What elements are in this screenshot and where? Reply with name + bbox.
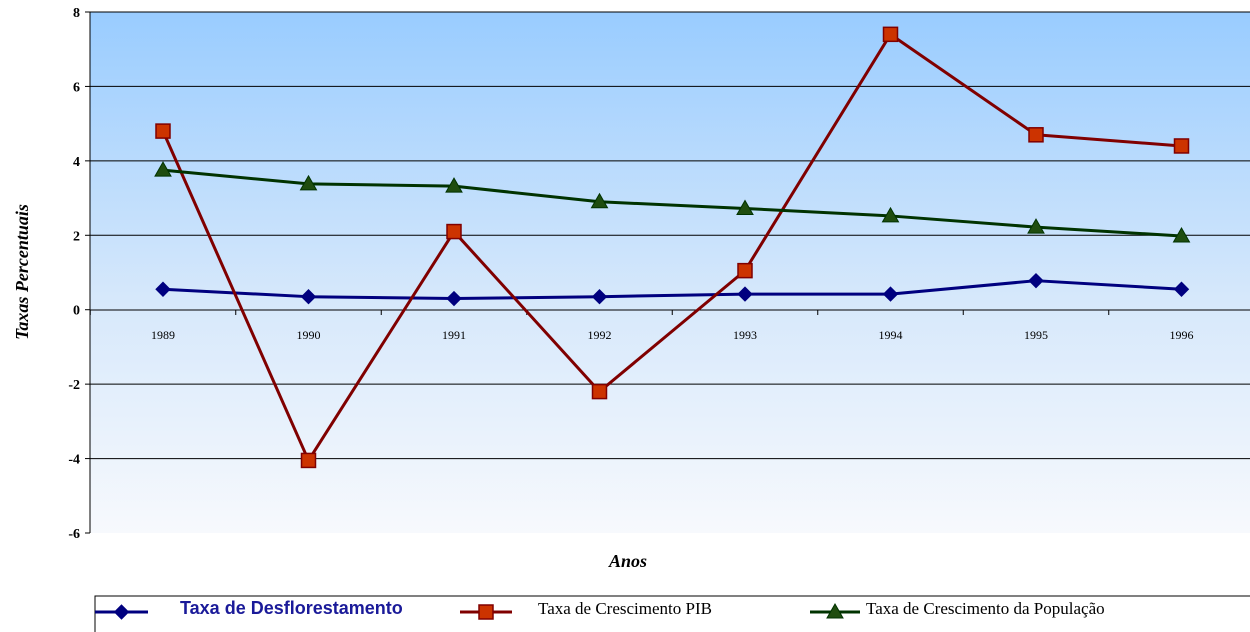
x-tick-label: 1993 bbox=[733, 328, 757, 342]
series-2-point bbox=[1173, 138, 1190, 154]
series-1-point bbox=[446, 290, 462, 307]
series-1-point bbox=[300, 288, 317, 305]
series-2-point bbox=[155, 123, 171, 139]
legend-marker-1 bbox=[113, 604, 130, 620]
x-tick-label: 1989 bbox=[151, 328, 175, 342]
series-3-point bbox=[736, 199, 754, 215]
x-axis-ticks: 1989 1990 1991 1992 1993 1994 1995 1996 bbox=[89, 310, 1194, 342]
legend-label-1: Taxa de Desflorestamento bbox=[180, 598, 403, 618]
x-tick-label: 1991 bbox=[442, 328, 466, 342]
y-tick-label: 2 bbox=[73, 229, 80, 244]
x-axis-title: Anos bbox=[608, 551, 647, 571]
series-2-point bbox=[882, 26, 899, 43]
x-tick-label: 1990 bbox=[297, 328, 321, 342]
series-3-point bbox=[881, 206, 900, 223]
series-1-point bbox=[591, 288, 608, 305]
legend-marker-2 bbox=[478, 604, 494, 620]
series-2-point bbox=[1028, 127, 1044, 143]
series-2-point bbox=[300, 452, 317, 469]
series-1-point bbox=[1173, 281, 1190, 297]
plot-area-background bbox=[90, 12, 1250, 533]
series-3-point bbox=[299, 174, 318, 191]
series-line-2 bbox=[161, 32, 1182, 462]
series-markers bbox=[154, 26, 1191, 469]
series-1-point bbox=[1028, 272, 1044, 289]
y-tick-label: 8 bbox=[73, 6, 80, 21]
series-3-point bbox=[445, 177, 463, 193]
x-tick-label: 1994 bbox=[879, 328, 903, 342]
legend-label-3: Taxa de Crescimento da População bbox=[866, 599, 1105, 618]
x-tick-label: 1996 bbox=[1170, 328, 1194, 342]
legend-label-2: Taxa de Crescimento PIB bbox=[538, 599, 712, 618]
series-1-point bbox=[155, 281, 171, 297]
series-2-point bbox=[446, 223, 462, 240]
legend: Taxa de Desflorestamento Taxa de Crescime… bbox=[94, 595, 1250, 632]
series-1-point bbox=[882, 286, 899, 302]
series-line-1 bbox=[162, 279, 1182, 301]
y-tick-label: -2 bbox=[68, 378, 80, 393]
series-3-point bbox=[154, 161, 172, 177]
series-2-point bbox=[591, 383, 608, 400]
y-tick-label: 6 bbox=[73, 80, 80, 95]
gridlines bbox=[90, 11, 1250, 460]
y-tick-label: 0 bbox=[73, 304, 80, 319]
x-tick-label: 1995 bbox=[1024, 328, 1048, 342]
series-3-point bbox=[1172, 227, 1191, 243]
y-axis-ticks: 8 6 4 2 0 -2 -4 -6 bbox=[68, 6, 90, 542]
series-3-point bbox=[1027, 218, 1045, 234]
y-tick-label: -4 bbox=[68, 453, 80, 468]
series-line-3 bbox=[162, 168, 1182, 238]
series-2-point bbox=[737, 262, 753, 279]
x-tick-label: 1992 bbox=[588, 328, 612, 342]
legend-box bbox=[94, 595, 1250, 632]
y-axis-title: Taxas Percentuais bbox=[12, 204, 32, 340]
y-tick-label: -6 bbox=[68, 527, 80, 542]
y-tick-label: 4 bbox=[73, 155, 80, 170]
legend-marker-3 bbox=[826, 602, 844, 619]
series-1-point bbox=[737, 286, 753, 302]
series-lines bbox=[161, 32, 1182, 462]
series-3-point bbox=[590, 192, 609, 209]
